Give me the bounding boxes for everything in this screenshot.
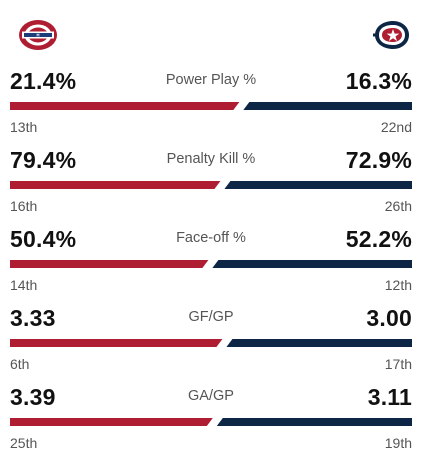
right-team-rank: 12th [384,277,412,293]
stat-header: 3.33 GF/GP 3.00 [10,305,412,335]
stat-header: 21.4% Power Play % 16.3% [10,68,412,98]
right-team-value: 16.3% [345,68,412,94]
left-team-value: 3.39 [10,384,56,410]
right-team-value: 52.2% [345,226,412,252]
right-team-value: 3.00 [366,305,412,331]
left-team-rank: 16th [10,198,38,214]
montreal-canadiens-logo-icon: H [19,20,57,50]
left-team-value: 79.4% [10,147,77,173]
stat-label: Power Play % [165,72,257,88]
left-team-bar [10,418,213,426]
team-logos: H [0,0,430,62]
stat-row: 3.33 GF/GP 3.00 6th 17th [0,305,430,383]
left-team-bar [10,260,209,268]
stat-label: GA/GP [188,388,234,404]
svg-text:H: H [36,33,39,38]
right-team-bar [216,418,412,426]
right-team-bar [243,102,412,110]
left-team-value: 50.4% [10,226,77,252]
stat-row: 50.4% Face-off % 52.2% 14th 12th [0,226,430,304]
left-team-bar [10,181,221,189]
left-team-value: 21.4% [10,68,77,94]
stat-label: GF/GP [188,309,234,325]
right-team-rank: 26th [384,198,412,214]
comparison-bar [10,339,412,347]
left-team-bar [10,339,223,347]
comparison-bar [10,181,412,189]
columbus-blue-jackets-logo-icon [373,21,409,49]
right-team-value: 72.9% [345,147,412,173]
stat-label: Face-off % [176,230,246,246]
right-team-rank: 19th [384,435,412,451]
left-team-value: 3.33 [10,305,56,331]
stat-row: 21.4% Power Play % 16.3% 13th 22nd [0,68,430,146]
right-team-value: 3.11 [367,384,412,410]
right-team-bar [224,181,412,189]
right-team-bar [226,339,412,347]
left-team-rank: 6th [10,356,30,372]
right-team-bar [212,260,412,268]
stat-header: 3.39 GA/GP 3.11 [10,384,412,414]
left-team-bar [10,102,240,110]
right-team-rank: 17th [384,356,412,372]
stat-row: 3.39 GA/GP 3.11 25th 19th [0,384,430,462]
comparison-bar [10,260,412,268]
stat-header: 50.4% Face-off % 52.2% [10,226,412,256]
left-team-rank: 13th [10,119,38,135]
left-team-rank: 14th [10,277,38,293]
right-team-rank: 22nd [380,119,412,135]
stat-header: 79.4% Penalty Kill % 72.9% [10,147,412,177]
left-team-rank: 25th [10,435,38,451]
comparison-bar [10,102,412,110]
stat-label: Penalty Kill % [166,151,256,167]
stat-row: 79.4% Penalty Kill % 72.9% 16th 26th [0,147,430,225]
comparison-bar [10,418,412,426]
